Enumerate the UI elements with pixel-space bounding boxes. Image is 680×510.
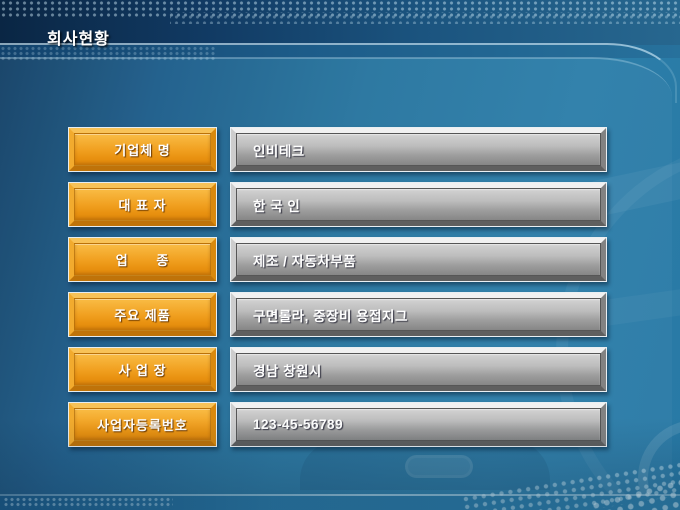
- label-bevel: 기업체 명: [69, 128, 216, 171]
- field-value-text: 경남 창원시: [253, 363, 322, 379]
- field-value: 123-45-56789: [230, 402, 607, 447]
- field-value: 경남 창원시: [230, 347, 607, 392]
- label-bevel: 사 업 장: [69, 348, 216, 391]
- label-face: 업 종: [74, 243, 211, 276]
- value-bevel: 제조 / 자동차부품: [231, 238, 606, 281]
- value-face: 경남 창원시: [236, 353, 601, 386]
- field-value-text: 구면롤라, 중장비 용접지그: [253, 308, 408, 324]
- company-info-table: 기업체 명 인비테크 대 표 자: [68, 127, 607, 457]
- value-bevel: 구면롤라, 중장비 용접지그: [231, 293, 606, 336]
- field-value-text: 인비테크: [253, 143, 305, 159]
- label-face: 사업자등록번호: [74, 408, 211, 441]
- header-band: [0, 0, 680, 45]
- field-label-text: 대 표 자: [118, 198, 167, 213]
- label-face: 기업체 명: [74, 133, 211, 166]
- field-value-text: 제조 / 자동차부품: [253, 253, 357, 269]
- table-row: 사업자등록번호 123-45-56789: [68, 402, 607, 447]
- value-face: 제조 / 자동차부품: [236, 243, 601, 276]
- field-label: 업 종: [68, 237, 217, 282]
- value-bevel: 123-45-56789: [231, 403, 606, 446]
- label-face: 사 업 장: [74, 353, 211, 386]
- value-face: 123-45-56789: [236, 408, 601, 441]
- table-row: 주요 제품 구면롤라, 중장비 용접지그: [68, 292, 607, 337]
- field-label: 사 업 장: [68, 347, 217, 392]
- table-row: 업 종 제조 / 자동차부품: [68, 237, 607, 282]
- label-bevel: 업 종: [69, 238, 216, 281]
- footer-band: [0, 496, 680, 510]
- background-car-roof: [405, 455, 473, 478]
- field-value-text: 한 국 인: [253, 198, 301, 214]
- field-label: 주요 제품: [68, 292, 217, 337]
- value-bevel: 경남 창원시: [231, 348, 606, 391]
- footer-divider-line: [0, 494, 680, 496]
- value-bevel: 한 국 인: [231, 183, 606, 226]
- field-label-text: 사 업 장: [118, 363, 167, 378]
- field-label-text: 기업체 명: [114, 143, 171, 158]
- field-value: 인비테크: [230, 127, 607, 172]
- value-face: 구면롤라, 중장비 용접지그: [236, 298, 601, 331]
- header-sub-band: [0, 45, 680, 58]
- label-bevel: 주요 제품: [69, 293, 216, 336]
- field-label-text: 주요 제품: [114, 308, 171, 323]
- field-label-text: 업 종: [115, 253, 170, 268]
- label-face: 주요 제품: [74, 298, 211, 331]
- field-value: 제조 / 자동차부품: [230, 237, 607, 282]
- table-row: 대 표 자 한 국 인: [68, 182, 607, 227]
- value-bevel: 인비테크: [231, 128, 606, 171]
- field-value: 구면롤라, 중장비 용접지그: [230, 292, 607, 337]
- label-face: 대 표 자: [74, 188, 211, 221]
- field-label: 기업체 명: [68, 127, 217, 172]
- value-face: 한 국 인: [236, 188, 601, 221]
- field-value-text: 123-45-56789: [253, 417, 344, 432]
- label-bevel: 대 표 자: [69, 183, 216, 226]
- page-title: 회사현황: [47, 31, 110, 48]
- field-label: 사업자등록번호: [68, 402, 217, 447]
- value-face: 인비테크: [236, 133, 601, 166]
- table-row: 기업체 명 인비테크: [68, 127, 607, 172]
- table-row: 사 업 장 경남 창원시: [68, 347, 607, 392]
- field-label-text: 사업자등록번호: [97, 418, 188, 433]
- field-label: 대 표 자: [68, 182, 217, 227]
- field-value: 한 국 인: [230, 182, 607, 227]
- label-bevel: 사업자등록번호: [69, 403, 216, 446]
